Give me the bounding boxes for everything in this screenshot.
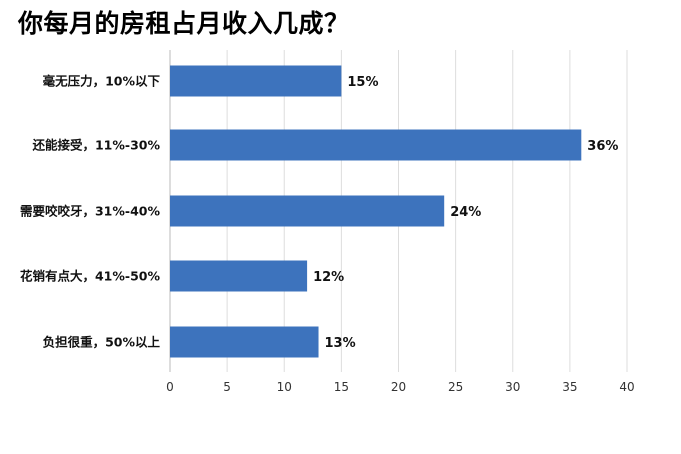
x-tick-label-5: 5: [223, 380, 231, 394]
x-tick-label-35: 35: [562, 380, 577, 394]
category-label-2: 还能接受，11%-30%: [31, 138, 160, 153]
x-tick-label-10: 10: [277, 380, 292, 394]
value-label-5: 13%: [325, 336, 356, 351]
x-tick-label-30: 30: [505, 380, 520, 394]
bar-1: [170, 66, 341, 97]
value-label-3: 24%: [450, 205, 481, 220]
category-label-5: 负担很重，50%以上: [43, 335, 161, 350]
bar-2: [170, 130, 581, 161]
bar-3: [170, 196, 444, 227]
category-label-1: 毫无压力，10%以下: [43, 74, 161, 89]
value-label-1: 15%: [347, 75, 378, 90]
category-label-3: 需要咬咬牙，31%-40%: [20, 204, 161, 219]
bar-5: [170, 327, 319, 358]
value-label-2: 36%: [587, 139, 618, 154]
x-tick-label-40: 40: [619, 380, 634, 394]
value-label-4: 12%: [313, 270, 344, 285]
x-tick-label-20: 20: [391, 380, 406, 394]
bar-4: [170, 261, 307, 292]
bars: [170, 66, 581, 358]
x-tick-label-25: 25: [448, 380, 463, 394]
x-tick-label-15: 15: [334, 380, 349, 394]
category-label-4: 花销有点大，41%-50%: [20, 269, 161, 284]
labels: 0 5 10 15 20 25 30 35 40 毫无压力，10%以下 15% 还能接受，11%-30…: [20, 74, 635, 395]
x-tick-label-0: 0: [166, 380, 174, 394]
